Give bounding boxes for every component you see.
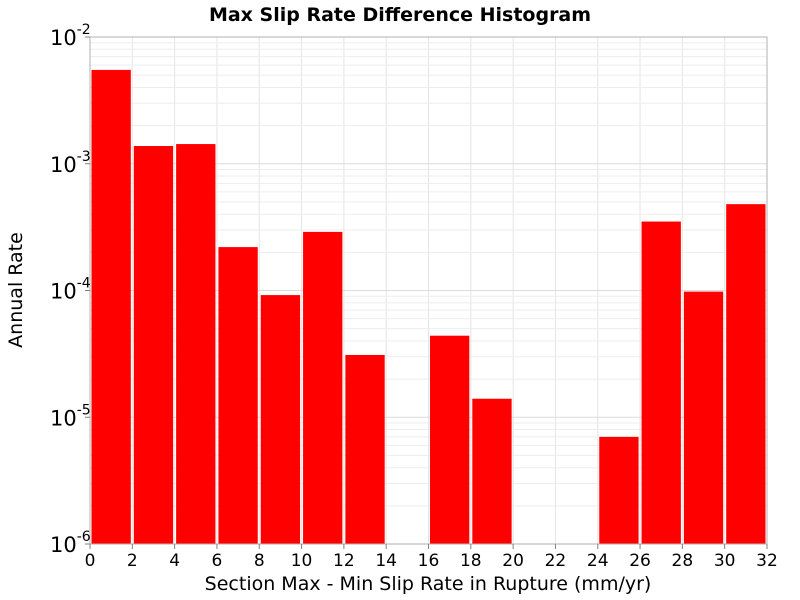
histogram-bar	[260, 295, 301, 544]
histogram-bar	[641, 221, 681, 544]
x-tick-label: 4	[169, 551, 180, 571]
x-tick-label: 32	[756, 551, 778, 571]
x-tick-label: 20	[502, 551, 524, 571]
x-tick-label: 16	[418, 551, 440, 571]
chart-title: Max Slip Rate Difference Histogram	[209, 4, 591, 26]
x-tick-label: 8	[254, 551, 265, 571]
x-tick-label: 22	[545, 551, 567, 571]
histogram-bar	[303, 231, 343, 544]
y-tick-label: 10-3	[50, 149, 91, 177]
histogram-bar	[91, 69, 131, 544]
x-tick-label: 0	[85, 551, 96, 571]
x-tick-label: 14	[375, 551, 397, 571]
histogram-bar	[176, 144, 216, 544]
x-tick-label: 12	[333, 551, 355, 571]
x-tick-label: 18	[460, 551, 482, 571]
x-axis-ticks: 0 2 4 6 8 10 12 14 16 18 20 22 24 26 28 30 32	[85, 544, 778, 571]
y-tick-label: 10-2	[50, 22, 91, 50]
y-tick-label: 10-5	[50, 402, 91, 430]
histogram-bar	[683, 291, 724, 544]
x-tick-label: 28	[672, 551, 694, 571]
histogram-bar	[599, 436, 639, 544]
x-tick-label: 10	[291, 551, 313, 571]
histogram-bar	[726, 204, 766, 544]
histogram-bar	[472, 398, 512, 544]
x-tick-label: 2	[127, 551, 138, 571]
y-axis-label: Annual Rate	[5, 232, 27, 348]
histogram-bar	[133, 146, 174, 544]
x-tick-label: 24	[587, 551, 609, 571]
x-tick-label: 26	[629, 551, 651, 571]
x-tick-label: 30	[714, 551, 736, 571]
histogram-bar	[345, 354, 385, 544]
x-axis-label: Section Max - Min Slip Rate in Rupture (…	[205, 573, 652, 595]
x-tick-label: 6	[212, 551, 223, 571]
y-tick-label: 10-4	[50, 276, 91, 304]
y-axis-ticks: 10-6 10-5 10-4 10-3 10-2	[50, 22, 91, 557]
histogram-bar	[430, 335, 470, 544]
bars	[91, 69, 766, 544]
histogram-bar	[218, 247, 258, 544]
y-tick-label: 10-6	[50, 529, 91, 557]
